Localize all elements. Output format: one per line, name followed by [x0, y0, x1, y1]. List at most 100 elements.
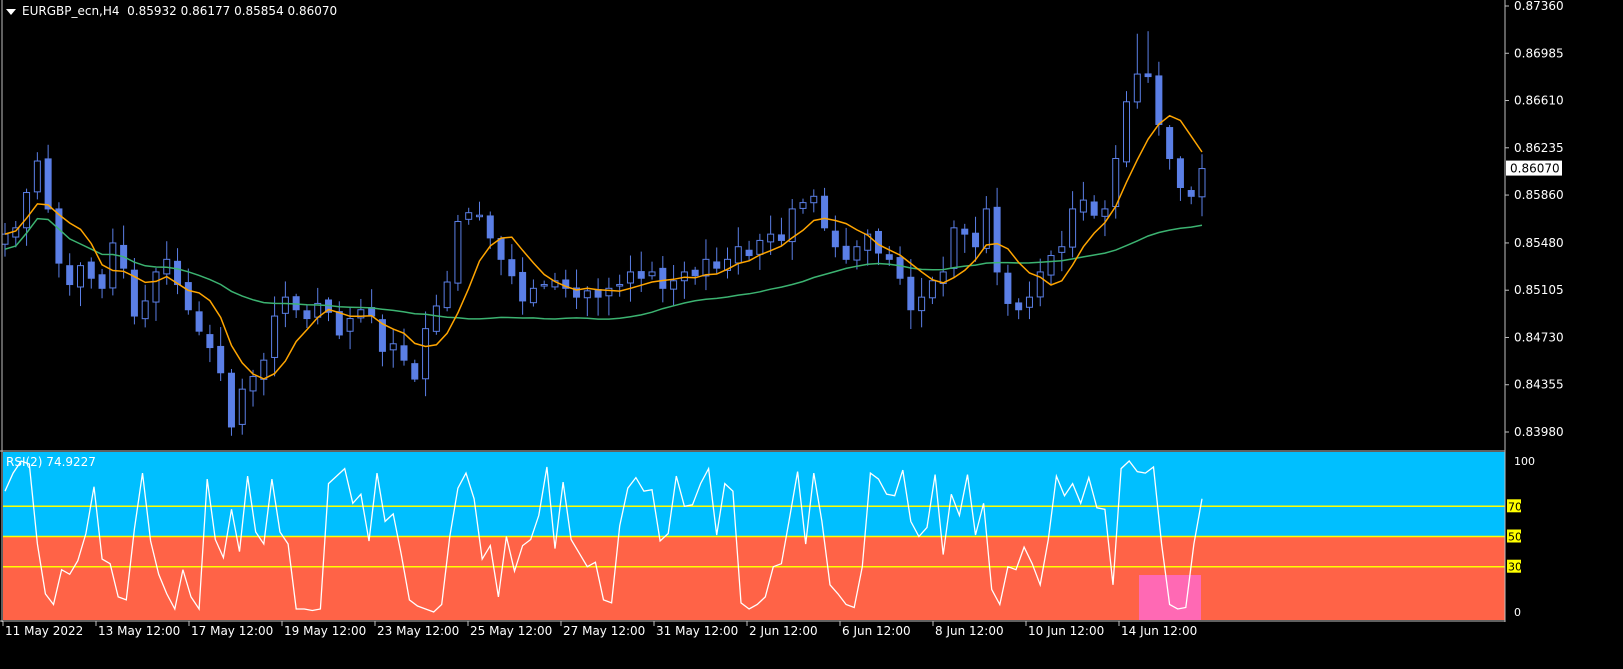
- candle-body: [788, 208, 796, 243]
- candle-body: [842, 245, 850, 260]
- candle-body: [130, 269, 138, 317]
- candle-body: [777, 234, 785, 241]
- current-price-box: [1506, 160, 1562, 176]
- candle-body: [810, 195, 818, 204]
- candle-body: [227, 372, 235, 428]
- candle-body: [594, 289, 602, 298]
- candle-body: [87, 261, 95, 279]
- rsi-tick-label: 70: [1508, 500, 1522, 513]
- candle-body: [961, 228, 969, 235]
- candle-body: [1166, 127, 1174, 160]
- candle-body: [1198, 168, 1206, 198]
- low-price: 0.85854: [234, 4, 284, 18]
- candle-body: [1069, 208, 1077, 248]
- candle-body: [831, 230, 839, 248]
- candle-body: [648, 271, 656, 277]
- candle-body: [767, 233, 775, 243]
- candle-body: [637, 271, 645, 279]
- time-tick-label: 8 Jun 12:00: [935, 624, 1004, 638]
- time-tick-label: 31 May 12:00: [656, 624, 738, 638]
- candle-body: [141, 300, 149, 320]
- candle-body: [993, 206, 1001, 273]
- candle-body: [271, 315, 279, 358]
- candle-body: [195, 311, 203, 332]
- candle-body: [799, 202, 807, 209]
- candle-body: [238, 388, 246, 425]
- price-tick-label: 0.84730: [1514, 330, 1564, 344]
- rsi-level-box: [1507, 559, 1521, 573]
- rsi-tick-label: 0: [1514, 606, 1521, 619]
- candle-body: [821, 195, 829, 229]
- candle-body: [918, 296, 926, 312]
- candle-body: [573, 287, 581, 298]
- candle-body: [249, 376, 257, 392]
- candle-body: [885, 254, 893, 260]
- candle-body: [23, 192, 31, 229]
- high-price: 0.86177: [180, 4, 231, 18]
- price-tick-label: 0.86610: [1514, 94, 1564, 108]
- candle-body: [152, 271, 160, 303]
- time-tick-label: 27 May 12:00: [563, 624, 645, 638]
- candle-body: [217, 345, 225, 374]
- rsi-level-box: [1507, 529, 1521, 543]
- candle-body: [174, 260, 182, 286]
- candle-body: [475, 214, 483, 218]
- dropdown-triangle-icon[interactable]: [6, 8, 16, 15]
- open-price: 0.85932: [127, 4, 177, 18]
- price-tick-label: 0.84355: [1514, 378, 1564, 392]
- candle-body: [109, 242, 117, 289]
- candle-body: [724, 258, 732, 271]
- candle-body: [335, 311, 343, 336]
- candle-body: [853, 246, 861, 261]
- candle-body: [745, 249, 753, 257]
- price-tick-label: 0.85480: [1514, 236, 1564, 250]
- candle-body: [950, 227, 958, 269]
- candle-body: [972, 232, 980, 248]
- rsi-indicator-label: RSI(2) 74.9227: [6, 455, 96, 469]
- candle-body: [1090, 201, 1098, 216]
- candle-body: [55, 208, 63, 264]
- candle-body: [713, 261, 721, 269]
- time-tick-label: 14 Jun 12:00: [1121, 624, 1197, 638]
- symbol-header[interactable]: EURGBP_ecn,H4 0.85932 0.86177 0.85854 0.…: [6, 4, 337, 18]
- candle-body: [66, 265, 74, 286]
- candle-body: [1101, 208, 1109, 217]
- candle-body: [389, 343, 397, 351]
- candle-body: [1036, 271, 1044, 298]
- candle-body: [303, 310, 311, 320]
- candle-body: [1187, 190, 1195, 197]
- time-tick-label: 6 Jun 12:00: [842, 624, 911, 638]
- candle-body: [76, 265, 84, 288]
- rsi-tick-label: 50: [1508, 531, 1522, 544]
- price-tick-label: 0.87360: [1514, 0, 1564, 13]
- symbol-name: EURGBP_ecn,H4: [22, 4, 120, 18]
- candle-body: [1133, 73, 1141, 103]
- candle-body: [907, 276, 915, 311]
- ma-fast-line: [4, 114, 1203, 380]
- time-tick-label: 25 May 12:00: [470, 624, 552, 638]
- candle-body: [465, 212, 473, 220]
- ma-slow-line: [4, 217, 1203, 320]
- candle-body: [605, 287, 613, 297]
- candle-body: [1123, 101, 1131, 163]
- candle-body: [486, 215, 494, 239]
- candle-body: [98, 274, 106, 289]
- close-price: 0.86070: [287, 4, 338, 18]
- candle-body: [1155, 75, 1163, 125]
- candle-body: [1025, 296, 1033, 308]
- time-tick-label: 13 May 12:00: [98, 624, 180, 638]
- time-tick-label: 11 May 2022: [5, 624, 83, 638]
- time-tick-label: 19 May 12:00: [284, 624, 366, 638]
- candle-body: [346, 318, 354, 332]
- candle-body: [928, 280, 936, 299]
- candle-body: [540, 284, 548, 287]
- price-tick-label: 0.86985: [1514, 46, 1564, 60]
- candle-body: [378, 319, 386, 352]
- candle-body: [33, 160, 41, 193]
- time-tick-label: 2 Jun 12:00: [749, 624, 818, 638]
- rsi-oversold-zone: [3, 536, 1505, 620]
- price-tick-label: 0.83980: [1514, 425, 1564, 439]
- price-tick-label: 0.85860: [1514, 188, 1564, 202]
